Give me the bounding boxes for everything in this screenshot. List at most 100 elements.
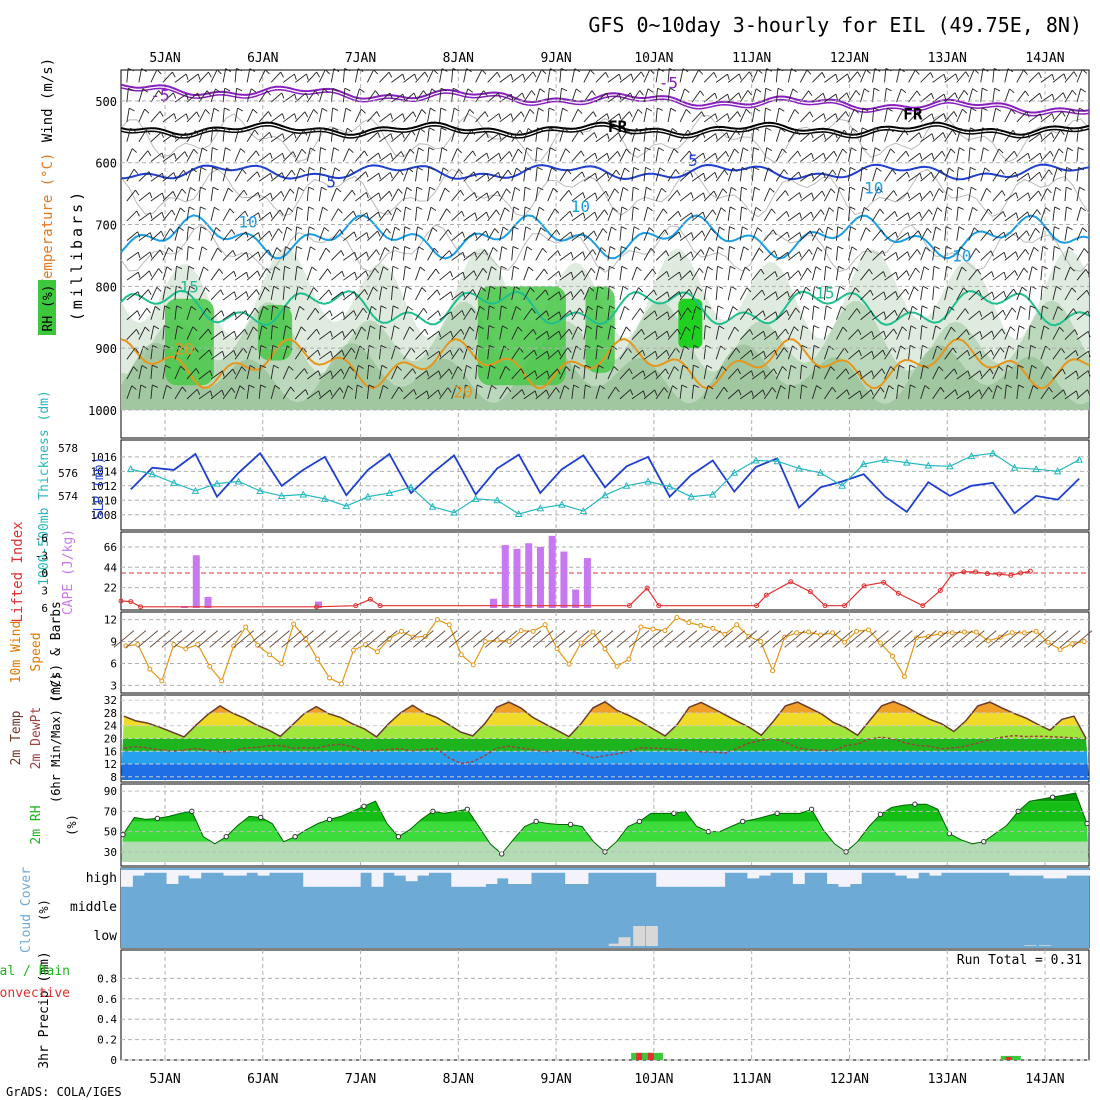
wind-barb <box>186 187 191 202</box>
wind-barb-flag <box>173 133 177 140</box>
wind-barb-flag <box>437 310 441 317</box>
wind-barb <box>607 285 610 301</box>
wind-barb <box>378 365 383 380</box>
wind-barb <box>162 228 171 241</box>
contour-label: 5 <box>688 151 698 170</box>
rh-green-patch <box>165 298 214 386</box>
wind-barb-10m <box>712 630 734 648</box>
wind-barb-flag <box>426 390 430 397</box>
wind-barb <box>487 92 499 103</box>
wind-speed-marker <box>291 621 297 627</box>
wind-barb-flag <box>421 287 427 293</box>
wind-barb <box>956 128 962 142</box>
wind-barb-flag <box>979 351 983 358</box>
wind-barb-flag <box>826 305 832 309</box>
wind-barb <box>162 325 165 340</box>
wind-barb-flag <box>849 206 856 210</box>
wind-barb-flag <box>225 147 231 151</box>
wind-barb <box>751 248 760 261</box>
wind-barb <box>559 108 563 123</box>
li-marker <box>626 603 632 609</box>
wind-barb <box>547 349 559 360</box>
wind-barb-flag <box>491 266 497 271</box>
wind-barb <box>763 107 766 122</box>
wind-barb-flag <box>418 147 424 152</box>
wind-barb-flag <box>957 186 964 190</box>
wind-barb-flag <box>823 153 826 160</box>
wind-barb <box>775 108 780 123</box>
wind-barb-flag <box>952 129 957 136</box>
wind-barb <box>234 128 240 142</box>
wind-barb-flag <box>943 113 947 120</box>
wind-barb <box>812 171 824 182</box>
wind-barb <box>739 308 749 321</box>
date-label-top: 8JAN <box>443 51 474 66</box>
wind-barb <box>451 231 463 241</box>
li-marker <box>984 571 990 577</box>
wind-barb <box>318 147 321 162</box>
wind-barb <box>1028 209 1038 222</box>
wind-barb-flag <box>160 230 165 237</box>
wind-barb <box>246 365 251 380</box>
contour-label: 15 <box>180 278 199 297</box>
wind-barb-flag <box>995 107 1002 112</box>
wind-barb <box>234 231 247 241</box>
wind-barb-flag <box>274 384 281 390</box>
wind-barb-flag <box>1026 230 1030 237</box>
wind-barb <box>535 330 548 340</box>
wind-barb-flag <box>131 148 138 153</box>
precip-conv-bar <box>636 1052 643 1060</box>
wind-barb <box>980 127 983 142</box>
wind-barb-flag <box>1032 385 1039 390</box>
wind-barb-flag <box>729 206 736 211</box>
wind-barb-flag <box>973 227 979 233</box>
wind-barb <box>547 368 558 380</box>
wind-barb-flag <box>460 328 465 335</box>
wind-barb-flag <box>424 329 429 335</box>
wind-barb-flag <box>990 349 994 356</box>
slp-tick-label: 1008 <box>91 509 118 522</box>
wind-barb-flag <box>1062 92 1067 99</box>
wind-barb <box>872 368 883 380</box>
wind-barb <box>908 286 915 301</box>
wind-barb <box>138 108 145 123</box>
wind-barb-flag <box>635 246 641 251</box>
wind-barb <box>643 147 646 162</box>
wind-barb <box>667 88 671 103</box>
wind-barb <box>763 229 774 241</box>
wind-barb-flag <box>406 187 413 192</box>
wind-barb <box>703 365 708 380</box>
wind-barb-flag <box>1006 384 1013 388</box>
wind-barb <box>559 347 569 360</box>
wind-barb <box>318 268 328 281</box>
wind-barb-flag <box>489 344 495 349</box>
wind-barb <box>451 128 456 142</box>
wind-barb <box>727 206 731 221</box>
wind-barb-flag <box>838 206 844 211</box>
wind-barb <box>703 305 707 320</box>
wind-barb <box>126 108 130 123</box>
wind-barb-flag <box>337 208 343 214</box>
wind-speed-marker <box>854 628 860 634</box>
wind-barb-flag <box>757 227 763 232</box>
wind-barb-flag <box>479 305 485 311</box>
wind-barb <box>547 229 557 241</box>
wind-barb <box>980 107 983 122</box>
wind-barb <box>487 113 500 123</box>
wind-barb <box>306 206 310 221</box>
wind-barb <box>270 325 273 340</box>
wind-barb <box>607 207 614 221</box>
wind-barb <box>559 310 571 321</box>
wind-barb-10m <box>425 630 446 648</box>
wind-barb-flag <box>1051 113 1055 120</box>
wind-barb-flag <box>243 189 248 196</box>
precip-label-group: 3hr Precip (mm) <box>37 951 52 1068</box>
wind-barb-flag <box>718 246 724 250</box>
wind-barb-flag <box>537 186 544 191</box>
wind-barb <box>246 384 250 399</box>
wind-barb <box>739 109 747 123</box>
wind-barb <box>379 113 391 123</box>
panel-frame-cape <box>120 531 1090 611</box>
wind-barb <box>234 347 244 360</box>
